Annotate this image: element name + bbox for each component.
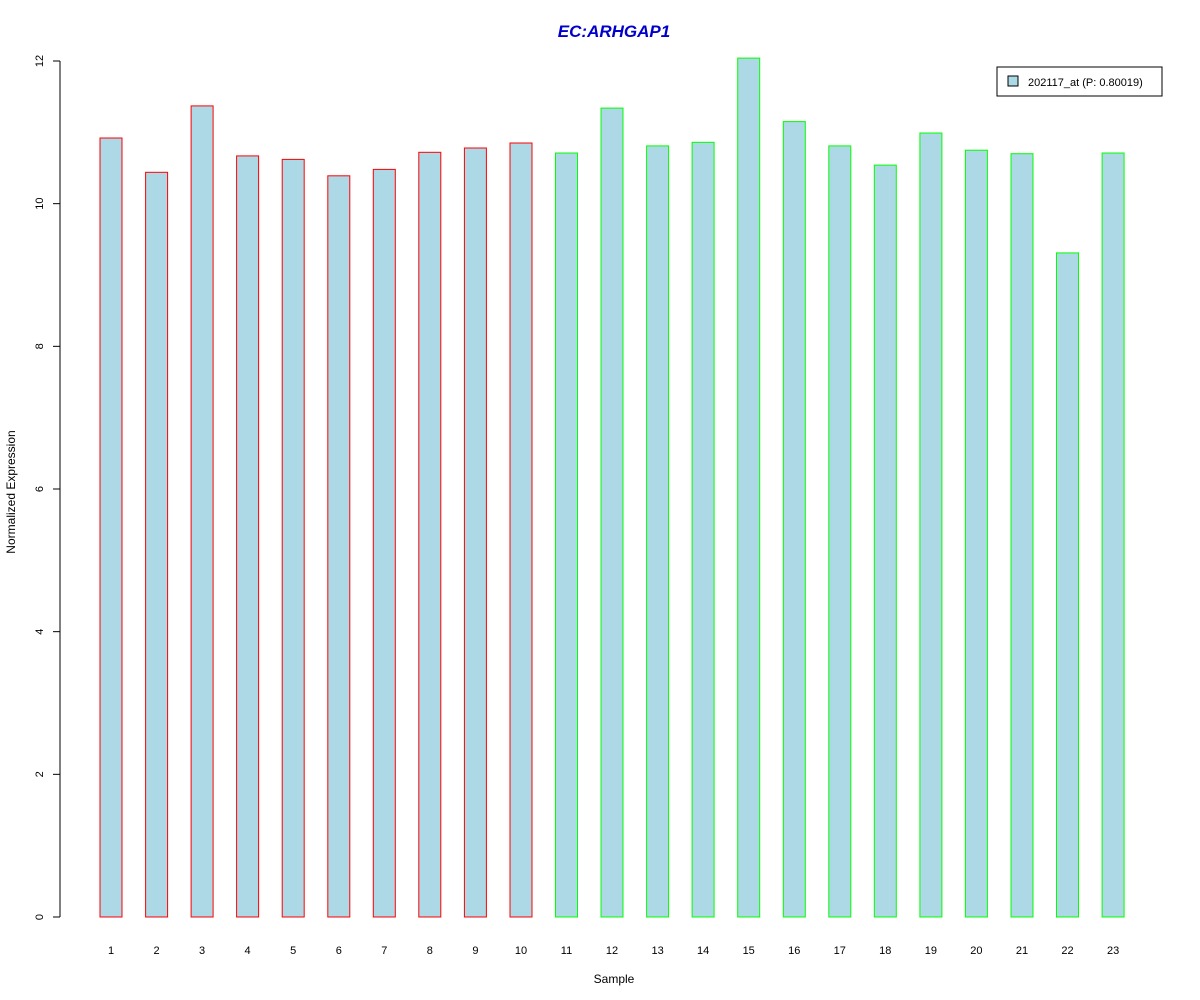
bar-sample-3: [190, 105, 214, 918]
x-tick-label: 19: [925, 945, 937, 957]
bars-group: [99, 57, 1125, 918]
bar-sample-18: [873, 164, 897, 918]
bar-sample-4: [236, 155, 260, 918]
bar-sample-10: [509, 142, 533, 918]
x-tick-label: 12: [606, 945, 618, 957]
x-tick-label: 6: [336, 945, 342, 957]
x-tick-label: 11: [561, 945, 572, 957]
x-tick-label: 22: [1061, 945, 1073, 957]
x-axis-label: Sample: [594, 972, 635, 986]
x-tick-label: 13: [651, 945, 663, 957]
bar-sample-13: [646, 145, 670, 918]
bar-sample-23: [1101, 152, 1125, 918]
x-tick-label: 18: [879, 945, 891, 957]
bar-sample-2: [145, 171, 169, 918]
legend: 202117_at (P: 0.80019): [996, 66, 1163, 97]
legend-box: [996, 66, 1163, 97]
x-tick-label: 2: [154, 945, 160, 957]
x-tick-labels: 1 2 3 4 5 6 7 8 9 10 11 12 13 14 15 16 17 18 19 20 21 22 23: [108, 945, 1119, 957]
x-tick-label: 14: [697, 945, 709, 957]
bar-sample-16: [782, 121, 806, 918]
bar-sample-7: [372, 168, 396, 918]
bar-sample-15: [737, 57, 761, 918]
bar-sample-6: [327, 175, 351, 918]
bar-sample-20: [964, 149, 988, 918]
x-tick-label: 21: [1016, 945, 1028, 957]
bar-sample-9: [463, 147, 487, 918]
bar-sample-14: [691, 141, 715, 918]
x-tick-label: 7: [381, 945, 387, 957]
bar-sample-21: [1010, 153, 1034, 918]
legend-swatch: [1007, 75, 1019, 87]
y-tick-label: 10: [34, 198, 46, 210]
x-tick-label: 3: [199, 945, 205, 957]
y-tick-label: 4: [34, 629, 46, 635]
y-tick-label: 0: [34, 914, 46, 920]
x-tick-label: 15: [743, 945, 755, 957]
x-tick-label: 4: [245, 945, 251, 957]
x-tick-label: 10: [515, 945, 527, 957]
chart-title: EC:ARHGAP1: [558, 22, 670, 41]
bar-sample-5: [281, 158, 305, 918]
x-tick-label: 20: [970, 945, 982, 957]
y-axis: 0 2 4 6 8 10 12: [34, 55, 61, 920]
x-tick-label: 16: [788, 945, 800, 957]
bar-sample-1: [99, 137, 123, 918]
bar-sample-19: [919, 132, 943, 918]
y-tick-label: 2: [34, 771, 46, 777]
x-tick-label: 23: [1107, 945, 1119, 957]
x-tick-label: 8: [427, 945, 433, 957]
y-tick-label: 12: [34, 55, 46, 67]
x-tick-label: 9: [472, 945, 478, 957]
x-tick-label: 5: [290, 945, 296, 957]
bar-sample-8: [418, 151, 442, 918]
y-tick-label: 8: [34, 343, 46, 349]
bar-sample-22: [1056, 252, 1079, 918]
bar-sample-17: [828, 145, 852, 918]
y-axis-label: Normalized Expression: [4, 430, 18, 553]
bar-sample-11: [555, 152, 578, 918]
bar-sample-12: [600, 107, 624, 918]
x-tick-label: 1: [108, 945, 114, 957]
legend-label: 202117_at (P: 0.80019): [1028, 77, 1143, 89]
x-tick-label: 17: [834, 945, 846, 957]
y-tick-label: 6: [34, 486, 46, 492]
